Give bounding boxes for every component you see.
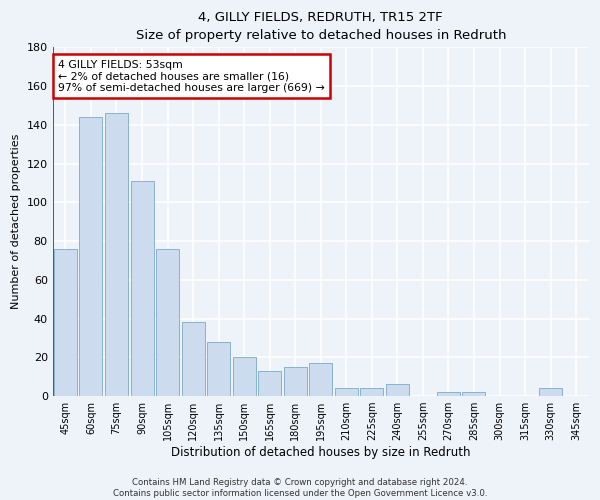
- X-axis label: Distribution of detached houses by size in Redruth: Distribution of detached houses by size …: [171, 446, 470, 459]
- Bar: [361, 388, 383, 396]
- Bar: [182, 322, 205, 396]
- Bar: [463, 392, 485, 396]
- Bar: [258, 371, 281, 396]
- Text: 4 GILLY FIELDS: 53sqm
← 2% of detached houses are smaller (16)
97% of semi-detac: 4 GILLY FIELDS: 53sqm ← 2% of detached h…: [58, 60, 325, 93]
- Bar: [539, 388, 562, 396]
- Bar: [131, 181, 154, 396]
- Title: 4, GILLY FIELDS, REDRUTH, TR15 2TF
Size of property relative to detached houses : 4, GILLY FIELDS, REDRUTH, TR15 2TF Size …: [136, 11, 506, 42]
- Bar: [437, 392, 460, 396]
- Bar: [54, 249, 77, 396]
- Bar: [284, 367, 307, 396]
- Bar: [156, 249, 179, 396]
- Bar: [79, 117, 103, 396]
- Bar: [386, 384, 409, 396]
- Text: Contains HM Land Registry data © Crown copyright and database right 2024.
Contai: Contains HM Land Registry data © Crown c…: [113, 478, 487, 498]
- Bar: [335, 388, 358, 396]
- Bar: [105, 114, 128, 396]
- Bar: [309, 363, 332, 396]
- Y-axis label: Number of detached properties: Number of detached properties: [11, 134, 21, 310]
- Bar: [233, 357, 256, 396]
- Bar: [207, 342, 230, 396]
